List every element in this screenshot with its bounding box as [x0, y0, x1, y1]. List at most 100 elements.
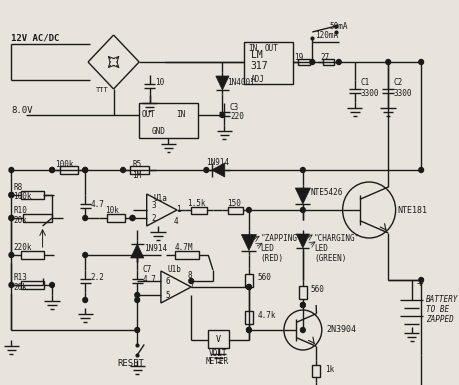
Text: 1N914: 1N914 — [144, 243, 167, 253]
Text: 5: 5 — [165, 291, 170, 300]
Bar — [23, 214, 51, 222]
Circle shape — [134, 293, 139, 298]
Text: 4.7: 4.7 — [91, 199, 105, 209]
Text: C7: C7 — [143, 266, 152, 275]
Polygon shape — [130, 244, 144, 258]
Bar — [228, 206, 242, 214]
Circle shape — [83, 298, 87, 303]
Text: (RED): (RED) — [260, 253, 283, 263]
Circle shape — [120, 167, 125, 172]
Circle shape — [246, 285, 251, 290]
Text: 220: 220 — [230, 112, 243, 121]
Bar — [130, 166, 148, 174]
Text: 20k: 20k — [13, 283, 27, 291]
Circle shape — [418, 60, 423, 65]
Bar — [244, 42, 293, 84]
Text: 1N4001: 1N4001 — [227, 77, 254, 87]
Circle shape — [134, 253, 139, 258]
Text: C2: C2 — [393, 77, 402, 87]
Text: OUT: OUT — [264, 44, 278, 52]
Polygon shape — [295, 188, 310, 204]
Bar — [175, 251, 198, 259]
Circle shape — [50, 167, 54, 172]
Text: LED: LED — [313, 243, 327, 253]
Circle shape — [9, 167, 14, 172]
Text: 4: 4 — [173, 216, 178, 226]
Bar — [59, 166, 78, 174]
Circle shape — [83, 253, 87, 258]
Text: METER: METER — [206, 358, 229, 367]
Circle shape — [83, 167, 87, 172]
Text: 19: 19 — [294, 52, 303, 62]
Text: 8: 8 — [187, 271, 191, 280]
Bar — [208, 330, 229, 348]
Text: 560: 560 — [257, 273, 271, 283]
Text: 100k: 100k — [13, 191, 32, 201]
Circle shape — [219, 112, 224, 117]
Bar — [298, 286, 306, 300]
Circle shape — [9, 192, 14, 198]
Circle shape — [50, 283, 54, 288]
Polygon shape — [296, 234, 309, 248]
Circle shape — [246, 285, 251, 290]
Text: IN: IN — [247, 44, 257, 52]
Text: 2.2: 2.2 — [91, 273, 105, 283]
Text: 220k: 220k — [13, 243, 32, 251]
Polygon shape — [211, 163, 224, 177]
Circle shape — [336, 60, 341, 65]
Text: U1a: U1a — [154, 194, 168, 203]
Text: LM: LM — [250, 50, 262, 60]
Text: NTE5426: NTE5426 — [310, 187, 342, 196]
Circle shape — [300, 328, 305, 333]
Circle shape — [50, 167, 54, 172]
Bar — [312, 365, 319, 377]
Text: 2: 2 — [151, 214, 156, 223]
Bar — [322, 59, 333, 65]
Bar — [106, 214, 125, 222]
Circle shape — [300, 303, 305, 308]
Polygon shape — [215, 76, 229, 90]
Text: 1M: 1M — [132, 171, 141, 179]
Text: 3: 3 — [151, 201, 156, 209]
Text: 3300: 3300 — [360, 89, 378, 97]
Circle shape — [134, 253, 139, 258]
Text: 1k: 1k — [324, 365, 333, 375]
Circle shape — [130, 216, 134, 221]
Text: BATTERY: BATTERY — [425, 296, 457, 305]
Text: (GREEN): (GREEN) — [313, 253, 346, 263]
Bar — [245, 311, 252, 325]
Bar — [190, 206, 206, 214]
Text: C3: C3 — [230, 102, 239, 112]
Bar — [21, 191, 44, 199]
Text: NTE181: NTE181 — [397, 206, 426, 214]
Bar — [245, 274, 252, 287]
Circle shape — [188, 278, 193, 283]
Text: 4.7k: 4.7k — [257, 310, 275, 320]
Circle shape — [134, 328, 139, 333]
Text: 20k: 20k — [13, 216, 27, 224]
Text: OUT: OUT — [142, 109, 156, 119]
Circle shape — [83, 167, 87, 172]
Bar — [297, 59, 309, 65]
Text: 8.0V: 8.0V — [11, 105, 33, 114]
Text: 4.7: 4.7 — [143, 276, 157, 285]
Circle shape — [134, 298, 139, 303]
Circle shape — [246, 328, 251, 333]
Text: 7: 7 — [189, 281, 194, 290]
Text: "ZAPPING": "ZAPPING" — [260, 233, 301, 243]
Text: VOLT: VOLT — [208, 348, 226, 358]
Circle shape — [246, 208, 251, 213]
Text: 1: 1 — [176, 204, 180, 214]
Circle shape — [203, 167, 208, 172]
Text: 560: 560 — [310, 286, 324, 295]
Text: R5: R5 — [132, 159, 141, 169]
Circle shape — [9, 216, 14, 221]
Text: R10: R10 — [13, 206, 27, 214]
Text: 10: 10 — [155, 77, 164, 87]
Text: TTT: TTT — [95, 87, 108, 93]
Circle shape — [9, 283, 14, 288]
Text: 6: 6 — [165, 276, 170, 286]
Circle shape — [246, 328, 251, 333]
Bar — [139, 103, 197, 138]
Bar — [21, 251, 44, 259]
